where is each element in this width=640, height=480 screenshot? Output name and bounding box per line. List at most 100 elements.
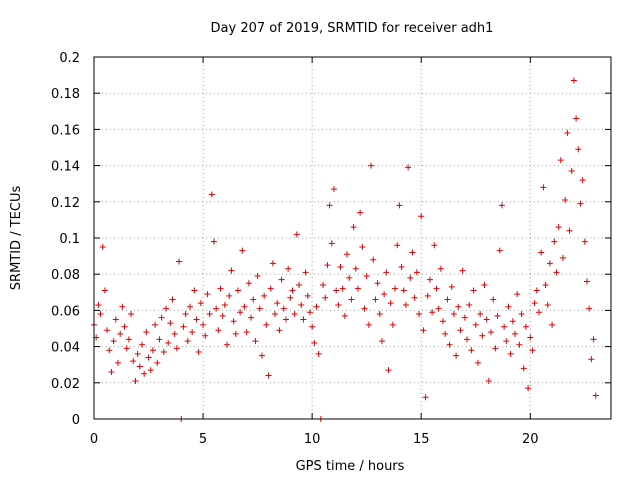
axis-ticks: 0 0.02 0.04 0.06 0.08 0.1 0.12 0.14 0.16 0.18 0.2 0… (51, 51, 611, 447)
data-point (352, 265, 359, 272)
y-tick-label: 0 (72, 413, 80, 428)
data-point (173, 345, 180, 352)
data-point (385, 367, 392, 374)
x-tick-label: 0 (90, 432, 98, 447)
data-point (433, 285, 440, 292)
data-point (141, 370, 148, 377)
data-point (442, 330, 449, 337)
data-point (512, 330, 519, 337)
data-points (91, 77, 599, 422)
data-point (577, 200, 584, 207)
data-point (468, 347, 475, 354)
data-point (134, 350, 141, 357)
data-point (245, 280, 252, 287)
data-point (470, 287, 477, 294)
data-point (540, 184, 547, 191)
data-point (542, 282, 549, 289)
data-point (221, 301, 228, 308)
data-point (402, 301, 409, 308)
data-point (481, 282, 488, 289)
data-point (204, 291, 211, 298)
data-point (197, 300, 204, 307)
data-point (228, 267, 235, 274)
data-point (99, 244, 106, 251)
data-point (359, 244, 366, 251)
data-point (418, 213, 425, 220)
data-point (156, 336, 163, 343)
data-point (518, 311, 525, 318)
data-point (215, 327, 222, 334)
data-point (138, 341, 145, 348)
data-point (252, 338, 259, 345)
data-point (333, 287, 340, 294)
data-point (326, 202, 333, 209)
x-tick-label: 10 (304, 432, 321, 447)
data-point (328, 240, 335, 247)
data-point (320, 282, 327, 289)
data-point (387, 300, 394, 307)
data-point (566, 227, 573, 234)
data-point (162, 305, 169, 312)
data-point (337, 263, 344, 270)
data-point (533, 287, 540, 294)
data-point (490, 296, 497, 303)
data-point (149, 347, 156, 354)
data-point (365, 321, 372, 328)
data-point (492, 345, 499, 352)
data-point (544, 301, 551, 308)
data-point (287, 294, 294, 301)
data-point (409, 249, 416, 256)
chart-title: Day 207 of 2019, SRMTID for receiver adh… (211, 21, 494, 36)
data-point (154, 359, 161, 366)
data-point (474, 359, 481, 366)
data-point (485, 377, 492, 384)
x-tick-label: 15 (413, 432, 430, 447)
data-point (182, 311, 189, 318)
data-point (169, 296, 176, 303)
data-point (564, 130, 571, 137)
data-point (570, 77, 577, 84)
data-point (529, 347, 536, 354)
data-point (376, 311, 383, 318)
data-point (136, 363, 143, 370)
y-tick-label: 0.02 (51, 377, 80, 392)
data-point (147, 367, 154, 374)
data-point (261, 292, 268, 299)
data-point (101, 287, 108, 294)
data-point (374, 280, 381, 287)
data-point (525, 385, 532, 392)
data-point (189, 329, 196, 336)
data-point (217, 285, 224, 292)
data-point (536, 309, 543, 316)
data-point (330, 186, 337, 193)
data-point (165, 339, 172, 346)
data-point (494, 312, 501, 319)
data-point (450, 311, 457, 318)
data-point (313, 303, 320, 310)
data-point (575, 146, 582, 153)
data-point (195, 349, 202, 356)
data-point (265, 372, 272, 379)
data-point (394, 242, 401, 249)
data-point (488, 329, 495, 336)
data-point (110, 338, 117, 345)
data-point (407, 274, 414, 281)
data-point (479, 332, 486, 339)
data-point (429, 309, 436, 316)
x-tick-label: 20 (522, 432, 539, 447)
data-point (389, 321, 396, 328)
data-point (560, 254, 567, 261)
data-point (289, 287, 296, 294)
data-point (348, 296, 355, 303)
data-point (298, 301, 305, 308)
data-point (117, 330, 124, 337)
data-point (531, 300, 538, 307)
data-point (420, 327, 427, 334)
data-point (143, 329, 150, 336)
data-point (422, 394, 429, 401)
y-tick-label: 0.2 (59, 51, 80, 66)
data-point (280, 305, 287, 312)
data-point (555, 224, 562, 231)
y-tick-label: 0.14 (51, 160, 80, 175)
